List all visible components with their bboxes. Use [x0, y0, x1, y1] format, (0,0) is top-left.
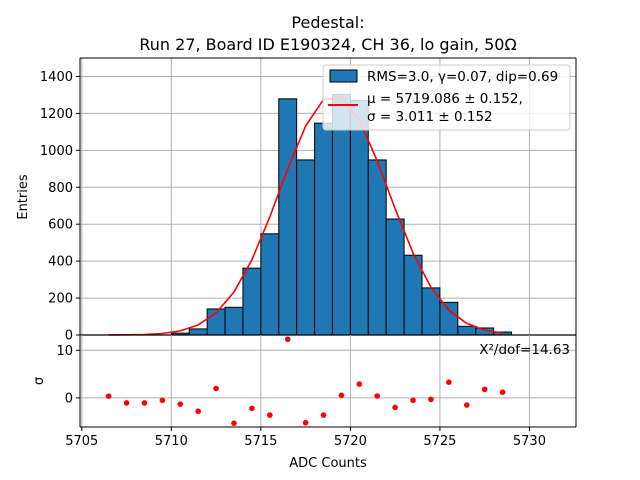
legend-label-histogram: RMS=3.0, γ=0.07, dip=0.69 — [367, 69, 558, 85]
residual-point — [302, 419, 309, 426]
x-tick-label: 5710 — [155, 434, 188, 449]
residual-point — [374, 393, 381, 399]
y-tick-label: 1200 — [40, 107, 73, 122]
residual-point — [141, 400, 148, 406]
histogram-bar — [457, 325, 477, 336]
fit-line — [108, 96, 503, 336]
histogram-bar — [385, 218, 405, 336]
legend-label-fit-mu: μ = 5719.086 ± 0.152, — [367, 91, 523, 107]
residual-point — [177, 401, 184, 407]
histogram-bar — [224, 306, 244, 336]
residual-point — [410, 397, 416, 404]
chi2-annotation: X²/dof=14.63 — [479, 342, 570, 358]
residual-y-ticks: 0 10 — [56, 344, 80, 406]
x-tick-label: 5715 — [244, 434, 277, 449]
residual-point — [213, 385, 219, 392]
chart-title: Pedestal: Run 27, Board ID E190324, CH 3… — [139, 13, 516, 54]
legend-label-fit-sigma: σ = 3.011 ± 0.152 — [367, 109, 493, 125]
residual-point — [267, 412, 273, 418]
x-tick-label: 5705 — [65, 434, 98, 449]
residual-point — [105, 393, 112, 400]
y-axis-label-entries: Entries — [16, 174, 31, 220]
histogram-y-ticks: 0 200 400 600 800 1000 1200 1400 — [40, 70, 80, 344]
histogram-bar — [403, 254, 423, 336]
y-tick-label: 1400 — [40, 70, 73, 85]
residual-point — [481, 386, 488, 393]
residual-point — [338, 392, 345, 399]
y-tick-label: 10 — [56, 344, 73, 359]
histogram-bar — [260, 233, 280, 336]
y-tick-label: 600 — [48, 218, 73, 233]
residual-point — [428, 396, 434, 403]
y-tick-label: 0 — [65, 329, 73, 344]
histogram-bars — [170, 94, 513, 336]
x-axis-label: ADC Counts — [289, 456, 367, 471]
residual-point — [356, 381, 363, 387]
residual-point — [231, 420, 237, 426]
y-tick-label: 1000 — [40, 144, 73, 159]
y-tick-label: 800 — [48, 181, 73, 196]
x-tick-label: 5730 — [513, 434, 546, 449]
x-tick-label: 5725 — [423, 434, 456, 449]
gaussian-fit-curve — [108, 96, 503, 336]
histogram-axes — [79, 57, 577, 336]
histogram-bar — [188, 328, 208, 336]
residual-point — [392, 404, 398, 411]
y-tick-label: 400 — [48, 255, 73, 270]
y-tick-label: 200 — [48, 292, 73, 307]
y-tick-label: 0 — [65, 391, 73, 406]
histogram-bar — [314, 122, 333, 336]
x-tick-label: 5720 — [334, 434, 367, 449]
histogram-bar — [296, 159, 316, 336]
residual-point — [159, 397, 166, 404]
histogram-bar — [331, 94, 351, 336]
histogram-bar — [278, 98, 298, 336]
residual-points — [105, 336, 506, 426]
legend: RMS=3.0, γ=0.07, dip=0.69 μ = 5719.086 ±… — [322, 64, 571, 131]
residual-point — [446, 379, 452, 385]
legend-box — [322, 64, 571, 131]
legend-patch-histogram — [329, 69, 358, 83]
residual-x-ticks: 5705 5710 5715 5720 5725 5730 — [65, 427, 546, 449]
title-line-2: Run 27, Board ID E190324, CH 36, lo gain… — [139, 35, 516, 54]
residual-point — [320, 412, 327, 418]
residual-point — [284, 336, 291, 343]
title-line-1: Pedestal: — [291, 13, 364, 32]
residual-point — [123, 400, 130, 406]
histogram-bar — [367, 159, 387, 336]
histogram-bar — [242, 267, 262, 336]
histogram-bar — [439, 301, 459, 336]
y-axis-label-sigma: σ — [32, 377, 47, 385]
residual-point — [499, 389, 506, 396]
residual-point — [249, 405, 255, 412]
residual-point — [463, 402, 470, 408]
residual-point — [195, 408, 201, 415]
